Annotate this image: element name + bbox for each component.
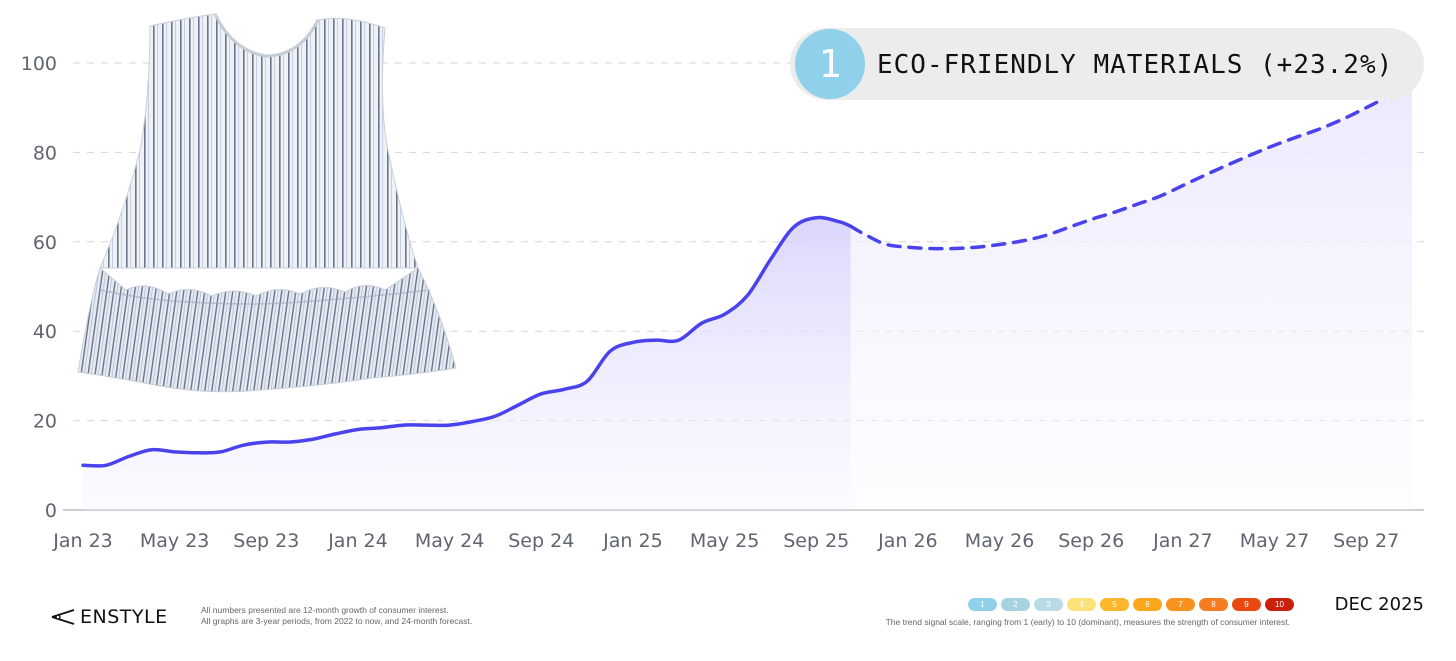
y-tick-label: 0 [45,500,57,522]
headline-pill [790,28,1424,100]
chart-title: ECO-FRIENDLY MATERIALS (+23.2%) [877,50,1394,80]
x-axis-ticks: Jan 23 May 23 Sep 23 Jan 24 May 24 Sep 24 Jan … [52,530,1399,552]
x-tick-label: Jan 27 [1152,530,1213,552]
brand-logo: ENSTYLE [50,604,168,630]
footer-note-2: All graphs are 3-year periods, from 2022… [201,616,473,626]
top-ruffle [77,267,457,393]
scale-chip-7: 7 [1166,598,1195,611]
y-axis-ticks: 0 20 40 60 80 100 [21,53,57,522]
x-tick-label: Jan 25 [602,530,663,552]
forecast-area [850,85,1412,511]
trend-chart: 0 20 40 60 80 100 Jan 23 May 23 Sep 23 Jan 24 May… [21,13,1424,552]
historical-line [81,215,853,468]
x-tick-label: Sep 25 [783,530,849,552]
scale-chip-1: 1 [968,598,997,611]
scale-chip-5: 5 [1100,598,1129,611]
scale-caption: The trend signal scale, ranging from 1 (… [885,617,1290,627]
footer-note-1: All numbers presented are 12-month growt… [201,605,449,615]
x-tick-label: Sep 23 [233,530,299,552]
scale-chip-2: 2 [1001,598,1030,611]
top-bodice [99,13,419,269]
trend-signal-scale: 1 2 3 4 5 6 7 8 9 10 [968,598,1294,611]
x-tick-label: Sep 27 [1333,530,1399,552]
scale-chip-6: 6 [1133,598,1162,611]
scale-chip-9: 9 [1232,598,1261,611]
scale-chip-8: 8 [1199,598,1228,611]
top-ruffle-shadow [99,289,431,305]
x-tick-label: Sep 24 [508,530,574,552]
scale-chip-3: 3 [1034,598,1063,611]
historical-area [83,217,851,510]
forecast-line [848,83,1414,251]
x-tick-label: Jan 23 [52,530,113,552]
top-neckline [213,13,320,58]
x-tick-label: Sep 26 [1058,530,1124,552]
y-tick-label: 60 [33,232,57,254]
x-tick-label: Jan 24 [327,530,388,552]
series-lines [81,83,1414,468]
brand-name: ENSTYLE [80,606,168,628]
product-image [77,13,457,393]
x-tick-label: May 26 [965,530,1035,552]
y-tick-label: 100 [21,53,57,75]
x-tick-label: May 25 [690,530,760,552]
scissors-icon [51,609,75,625]
rank-badge: 1 [795,29,865,99]
scale-chip-10: 10 [1265,598,1294,611]
y-tick-label: 40 [33,321,57,343]
scale-chip-4: 4 [1067,598,1096,611]
x-tick-label: May 27 [1240,530,1310,552]
y-tick-label: 80 [33,142,57,164]
y-tick-label: 20 [33,411,57,433]
x-tick-label: May 24 [415,530,485,552]
report-date: DEC 2025 [1334,594,1424,615]
x-tick-label: May 23 [140,530,210,552]
footer-notes: All numbers presented are 12-month growt… [201,605,472,627]
area-fills [83,85,1412,511]
x-tick-label: Jan 26 [877,530,938,552]
